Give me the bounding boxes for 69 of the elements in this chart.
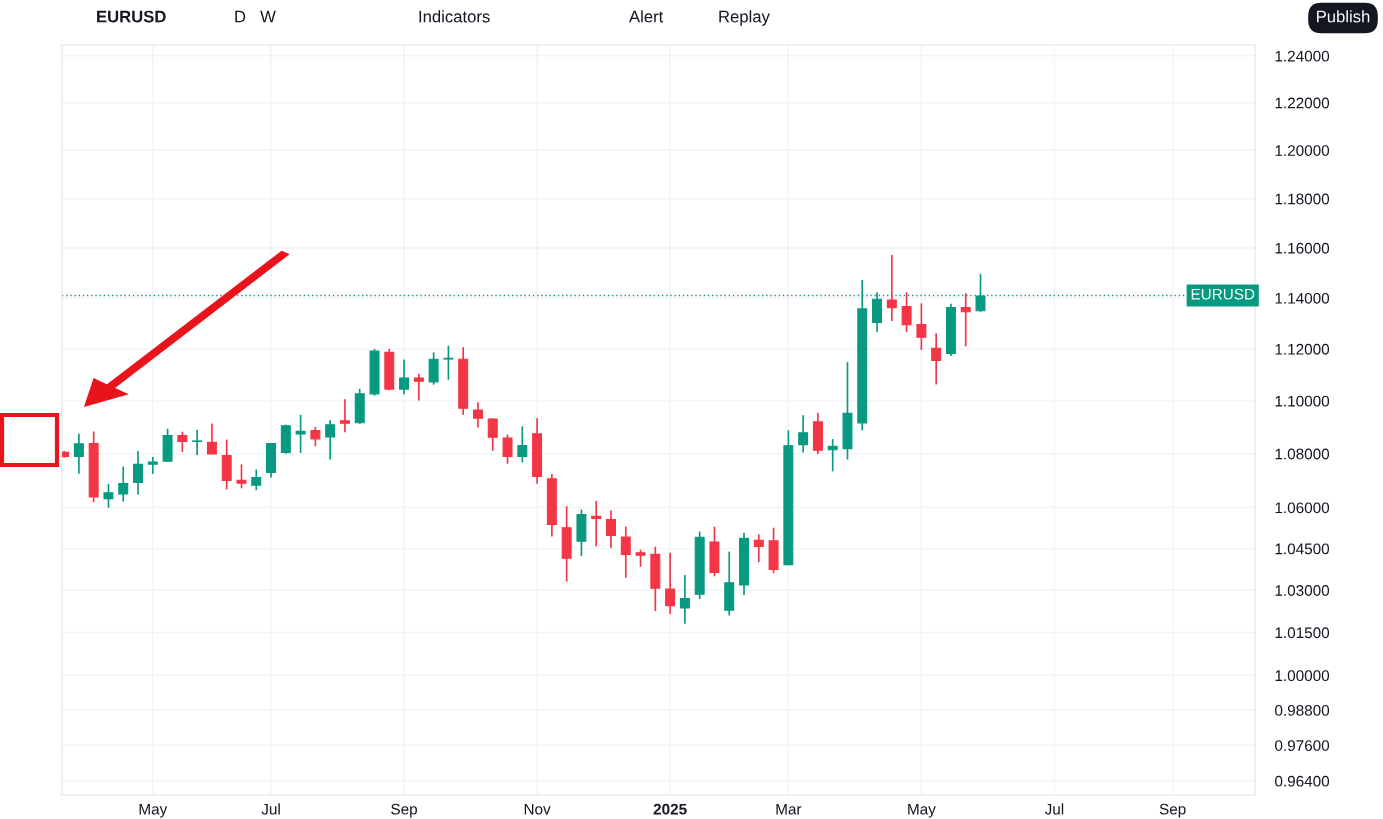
x-tick-label: Nov: [524, 803, 551, 815]
x-tick-label: May: [908, 803, 936, 818]
chart-title: EURUSD: [97, 10, 166, 23]
candlestick: [206, 422, 217, 455]
y-tick-label: 1.03000: [1275, 585, 1330, 596]
text: Replay: [719, 10, 770, 26]
candlestick: [827, 438, 838, 473]
candlestick: [901, 291, 912, 333]
candlestick: [325, 419, 336, 461]
candlestick: [103, 483, 114, 509]
text: Indicators: [419, 10, 490, 23]
candlestick: [753, 533, 764, 563]
candlestick: [606, 509, 616, 549]
y-tick-label: 1.22000: [1275, 97, 1330, 109]
x-tick-label: Sep: [391, 803, 418, 818]
candlestick: [798, 414, 809, 454]
y-tick-label: 0.98800: [1275, 704, 1330, 716]
candlestick: [339, 398, 350, 434]
candlestick: [487, 417, 498, 452]
candlestick: [931, 332, 942, 386]
text: W: [260, 10, 276, 23]
candlestick: [192, 428, 203, 456]
y-tick-label: 0.96400: [1275, 775, 1330, 787]
y-tick-label: 1.01500: [1275, 627, 1330, 639]
candlestick: [236, 463, 247, 490]
text: Publish: [1317, 10, 1370, 23]
candlestick: [517, 425, 528, 464]
y-tick-label: 1.10000: [1275, 395, 1330, 407]
candlestick: [472, 401, 483, 429]
y-tick-label: 1.18000: [1275, 193, 1330, 205]
y-tick-label: 1.16000: [1275, 242, 1330, 254]
text: D: [235, 10, 246, 23]
y-tick-label: 1.14000: [1275, 292, 1330, 304]
y-tick-label: 1.08000: [1275, 448, 1330, 460]
candlestick: [428, 351, 439, 386]
y-tick-label: 1.20000: [1275, 145, 1330, 156]
y-tick-label: 1.24000: [1275, 50, 1330, 62]
x-tick-label: May: [139, 803, 168, 818]
candlestick: [679, 574, 690, 625]
candlestick: [251, 468, 262, 492]
y-tick-label: 1.12000: [1275, 343, 1330, 355]
candlestick: [177, 430, 188, 453]
candlestick: [960, 292, 971, 348]
candlestick: [886, 254, 897, 322]
candlestick: [133, 450, 144, 496]
x-tick-label: 2025: [653, 803, 687, 815]
y-tick-label: 1.00000: [1275, 670, 1330, 682]
candlestick: [620, 525, 631, 579]
text: Alert: [629, 10, 664, 23]
x-tick-label: Mar: [776, 803, 802, 815]
candlestick: [413, 372, 424, 402]
ref-line-label: EURUSD: [1191, 288, 1255, 300]
candlestick: [591, 499, 602, 548]
candlestick: [399, 358, 410, 396]
y-tick-label: 1.06000: [1275, 502, 1330, 514]
candlestick: [916, 302, 927, 351]
candlestick: [502, 433, 513, 465]
candlestick: [295, 413, 306, 454]
candlestick: [443, 344, 454, 381]
candlestick: [310, 426, 321, 448]
y-tick-label: 1.04500: [1275, 543, 1330, 555]
candlestick: [118, 465, 129, 503]
candlestick: [73, 432, 84, 475]
x-tick-label: Jul: [1044, 803, 1064, 815]
candlestick: [147, 456, 158, 475]
x-tick-label: Sep: [1159, 803, 1186, 818]
candlestick: [665, 551, 676, 615]
y-tick-label: 0.97600: [1275, 740, 1330, 751]
x-tick-label: Jul: [261, 803, 280, 815]
